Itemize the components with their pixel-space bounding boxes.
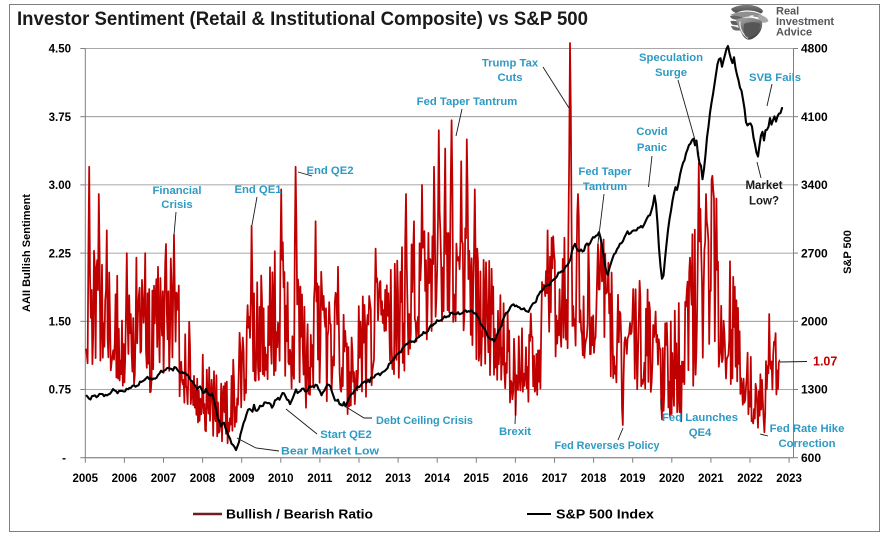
svg-text:Real: Real bbox=[776, 6, 799, 18]
svg-text:SVB Fails: SVB Fails bbox=[749, 72, 801, 84]
svg-text:Tantrum: Tantrum bbox=[583, 181, 627, 193]
svg-text:2012: 2012 bbox=[346, 473, 372, 485]
svg-text:QE4: QE4 bbox=[689, 427, 712, 439]
svg-text:2016: 2016 bbox=[503, 473, 529, 485]
svg-text:2013: 2013 bbox=[385, 473, 411, 485]
svg-text:Panic: Panic bbox=[637, 142, 667, 154]
svg-text:2021: 2021 bbox=[698, 473, 724, 485]
svg-text:Bullish / Bearish Ratio: Bullish / Bearish Ratio bbox=[226, 507, 373, 522]
svg-text:4.50: 4.50 bbox=[49, 44, 71, 56]
svg-text:Debt Ceiling Crisis: Debt Ceiling Crisis bbox=[376, 415, 473, 427]
svg-text:2014: 2014 bbox=[424, 473, 450, 485]
svg-text:Fed Launches: Fed Launches bbox=[662, 412, 738, 424]
svg-text:2010: 2010 bbox=[268, 473, 294, 485]
svg-text:Investment: Investment bbox=[776, 16, 834, 28]
svg-text:Correction: Correction bbox=[778, 438, 835, 450]
svg-text:2008: 2008 bbox=[190, 473, 216, 485]
svg-text:0.75: 0.75 bbox=[49, 385, 72, 397]
svg-text:2005: 2005 bbox=[73, 473, 99, 485]
svg-text:2019: 2019 bbox=[620, 473, 646, 485]
svg-text:Crisis: Crisis bbox=[161, 199, 192, 211]
svg-text:Speculation: Speculation bbox=[639, 52, 703, 64]
svg-text:Market: Market bbox=[745, 180, 782, 192]
svg-text:2015: 2015 bbox=[464, 473, 490, 485]
svg-text:-: - bbox=[62, 453, 66, 465]
svg-text:2018: 2018 bbox=[581, 473, 607, 485]
svg-text:3.75: 3.75 bbox=[49, 112, 72, 124]
svg-text:Brexit: Brexit bbox=[499, 426, 531, 438]
svg-text:4100: 4100 bbox=[801, 110, 828, 124]
svg-text:Financial: Financial bbox=[153, 185, 202, 197]
svg-text:Start QE2: Start QE2 bbox=[320, 429, 371, 441]
svg-text:AAII Bullish Sentiment: AAII Bullish Sentiment bbox=[21, 194, 33, 312]
svg-text:End QE1: End QE1 bbox=[234, 184, 281, 196]
svg-text:2022: 2022 bbox=[737, 473, 763, 485]
svg-text:Cuts: Cuts bbox=[497, 72, 522, 84]
svg-text:2700: 2700 bbox=[801, 246, 828, 260]
svg-text:3400: 3400 bbox=[801, 178, 828, 192]
svg-text:S&P 500: S&P 500 bbox=[842, 230, 854, 274]
svg-text:2.25: 2.25 bbox=[49, 248, 72, 260]
svg-text:2006: 2006 bbox=[112, 473, 138, 485]
svg-text:Fed Taper Tantrum: Fed Taper Tantrum bbox=[417, 96, 518, 108]
svg-text:Fed Reverses Policy: Fed Reverses Policy bbox=[555, 440, 661, 452]
svg-text:Low?: Low? bbox=[749, 196, 779, 208]
svg-text:Covid: Covid bbox=[636, 126, 667, 138]
svg-text:2017: 2017 bbox=[542, 473, 568, 485]
svg-text:Advice: Advice bbox=[776, 27, 812, 39]
svg-text:Fed Taper: Fed Taper bbox=[578, 166, 632, 178]
svg-text:2020: 2020 bbox=[659, 473, 685, 485]
svg-text:2023: 2023 bbox=[776, 473, 802, 485]
svg-text:Investor Sentiment (Retail & I: Investor Sentiment (Retail & Institution… bbox=[17, 9, 588, 30]
svg-text:Surge: Surge bbox=[655, 67, 687, 79]
svg-text:Fed Rate Hike: Fed Rate Hike bbox=[770, 423, 845, 435]
svg-text:S&P 500 Index: S&P 500 Index bbox=[556, 507, 655, 522]
svg-text:2000: 2000 bbox=[801, 315, 828, 329]
svg-text:2007: 2007 bbox=[151, 473, 177, 485]
svg-text:1.50: 1.50 bbox=[49, 317, 71, 329]
svg-text:1300: 1300 bbox=[801, 383, 828, 397]
svg-text:3.00: 3.00 bbox=[49, 180, 71, 192]
svg-text:4800: 4800 bbox=[801, 42, 828, 56]
svg-text:End QE2: End QE2 bbox=[306, 165, 353, 177]
svg-text:Bear Market Low: Bear Market Low bbox=[281, 446, 379, 458]
svg-text:2011: 2011 bbox=[307, 473, 333, 485]
svg-text:1.07: 1.07 bbox=[813, 355, 837, 369]
svg-text:2009: 2009 bbox=[229, 473, 255, 485]
svg-text:600: 600 bbox=[801, 451, 821, 465]
svg-text:Trump Tax: Trump Tax bbox=[482, 58, 539, 70]
